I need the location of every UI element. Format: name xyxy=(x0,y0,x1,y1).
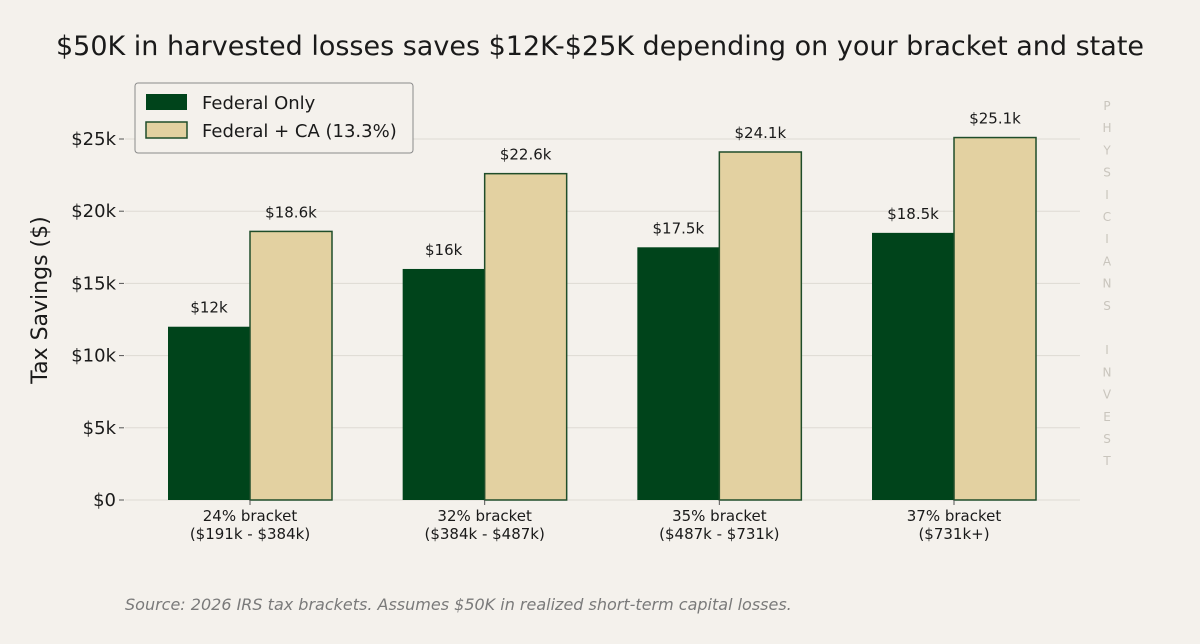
bar-federal-only xyxy=(168,326,250,500)
data-label: $18.5k xyxy=(887,205,939,223)
watermark-letter: V xyxy=(1103,388,1112,402)
data-label: $22.6k xyxy=(500,146,552,164)
y-tick-label: $15k xyxy=(71,273,116,294)
x-tick-label: 37% bracket xyxy=(907,507,1002,525)
legend: Federal Only Federal + CA (13.3%) xyxy=(134,82,414,154)
bar-federal-only xyxy=(872,232,955,501)
watermark-letter: C xyxy=(1103,210,1111,224)
watermark-letter: T xyxy=(1102,454,1111,468)
y-tick-label: $10k xyxy=(71,346,116,367)
watermark-letter: S xyxy=(1103,166,1111,180)
x-tick-sublabel: ($731k+) xyxy=(918,525,989,543)
bar-federal-ca xyxy=(953,136,1037,501)
legend-swatch xyxy=(146,94,187,110)
watermark-letter: Y xyxy=(1102,143,1111,157)
y-tick-label: $0 xyxy=(93,490,116,511)
data-label: $12k xyxy=(190,299,228,317)
data-label: $17.5k xyxy=(653,219,705,237)
y-tick-label: $20k xyxy=(71,201,116,222)
y-axis: $0 $5k $10k $15k $20k $25k xyxy=(71,129,124,511)
x-tick-sublabel: ($487k - $731k) xyxy=(659,525,779,543)
bar-federal-only xyxy=(637,247,720,500)
x-tick-label: 35% bracket xyxy=(672,507,767,525)
source-note: Source: 2026 IRS tax brackets. Assumes $… xyxy=(125,595,792,614)
legend-swatch xyxy=(145,121,188,139)
bar-federal-only xyxy=(402,268,485,500)
x-tick-label: 32% bracket xyxy=(437,507,532,525)
watermark-letter: S xyxy=(1103,432,1111,446)
x-tick-label: 24% bracket xyxy=(203,507,298,525)
watermark-letter: S xyxy=(1103,299,1111,313)
bar-federal-ca xyxy=(483,172,568,501)
watermark-letter: N xyxy=(1103,277,1112,291)
watermark-letter: N xyxy=(1103,365,1112,379)
y-tick-label: $25k xyxy=(71,129,116,150)
bar-federal-ca xyxy=(718,151,803,501)
data-label: $24.1k xyxy=(735,124,787,142)
watermark-letter: H xyxy=(1102,121,1111,135)
watermark-letter: I xyxy=(1105,343,1109,357)
watermark-letter: E xyxy=(1103,410,1111,424)
legend-label: Federal Only xyxy=(202,93,316,114)
chart-title: $50K in harvested losses saves $12K-$25K… xyxy=(56,31,1144,62)
x-tick-sublabel: ($384k - $487k) xyxy=(424,525,544,543)
watermark-letter: I xyxy=(1105,232,1109,246)
watermark-letter: A xyxy=(1103,254,1112,268)
legend-label: Federal + CA (13.3%) xyxy=(202,121,397,142)
data-label: $18.6k xyxy=(265,203,317,221)
bar-federal-ca xyxy=(249,230,333,501)
watermark-letter: I xyxy=(1105,188,1109,202)
x-tick-sublabel: ($191k - $384k) xyxy=(190,525,310,543)
bars: $12k $18.6k $16k $22.6k $17.5k $24.1k $18.5k $2… xyxy=(168,110,1037,501)
data-label: $16k xyxy=(425,241,463,259)
legend-box xyxy=(134,82,414,154)
y-tick-label: $5k xyxy=(83,418,117,439)
watermark-letter: P xyxy=(1103,99,1110,113)
data-label: $25.1k xyxy=(969,110,1021,128)
x-axis: 24% bracket($191k - $384k) 32% bracket($3… xyxy=(190,500,1002,543)
y-axis-label: Tax Savings ($) xyxy=(28,216,53,384)
